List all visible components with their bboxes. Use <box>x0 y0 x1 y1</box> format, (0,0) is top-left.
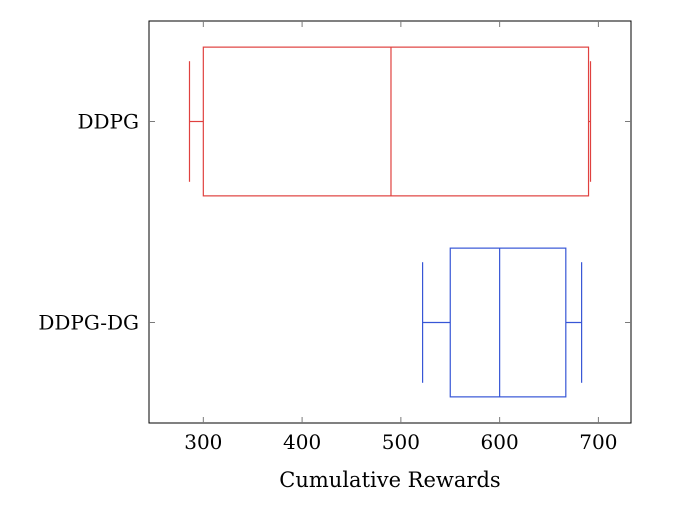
box-iqr <box>449 247 567 398</box>
x-axis-label: Cumulative Rewards <box>279 468 500 492</box>
box-series <box>188 46 592 197</box>
box-series <box>421 247 583 398</box>
y-category-label: DDPG <box>77 110 139 134</box>
x-tick-label: 400 <box>283 430 321 454</box>
y-category-label: DDPG-DG <box>38 311 139 335</box>
boxes-layer <box>188 46 592 398</box>
x-tick-label: 600 <box>481 430 519 454</box>
x-tick-label: 300 <box>184 430 222 454</box>
x-tick-label: 700 <box>579 430 617 454</box>
labels-layer: 300 400 500 600 700 DDPG DDPG-DG <box>38 110 617 455</box>
ticks-layer <box>149 21 631 423</box>
x-tick-label: 500 <box>382 430 420 454</box>
box-iqr <box>202 46 590 197</box>
plot-area <box>148 20 632 424</box>
